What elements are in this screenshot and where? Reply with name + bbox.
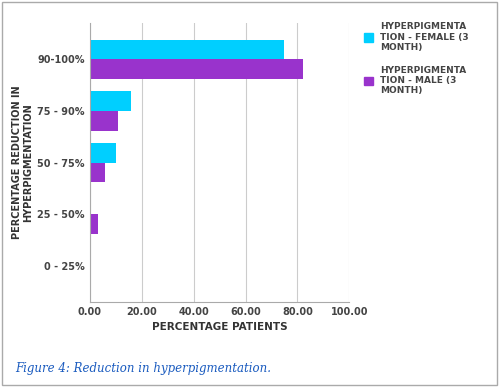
X-axis label: PERCENTAGE PATIENTS: PERCENTAGE PATIENTS (152, 322, 287, 332)
Bar (90, 111, 118, 130)
Bar (90, 214, 98, 234)
Bar (90, 143, 116, 163)
Bar (90, 59, 302, 79)
Legend: HYPERPIGMENTA
TION - FEMALE (3
MONTH), HYPERPIGMENTA
TION - MALE (3
MONTH): HYPERPIGMENTA TION - FEMALE (3 MONTH), H… (364, 22, 469, 95)
Bar (90, 40, 284, 59)
Bar (90, 163, 105, 182)
Bar (90, 91, 131, 111)
Text: Figure 4: Reduction in hyperpigmentation.: Figure 4: Reduction in hyperpigmentation… (15, 361, 271, 375)
Y-axis label: PERCENTAGE REDUCTION IN
HYPERPIGMENTATION: PERCENTAGE REDUCTION IN HYPERPIGMENTATIO… (11, 86, 33, 239)
